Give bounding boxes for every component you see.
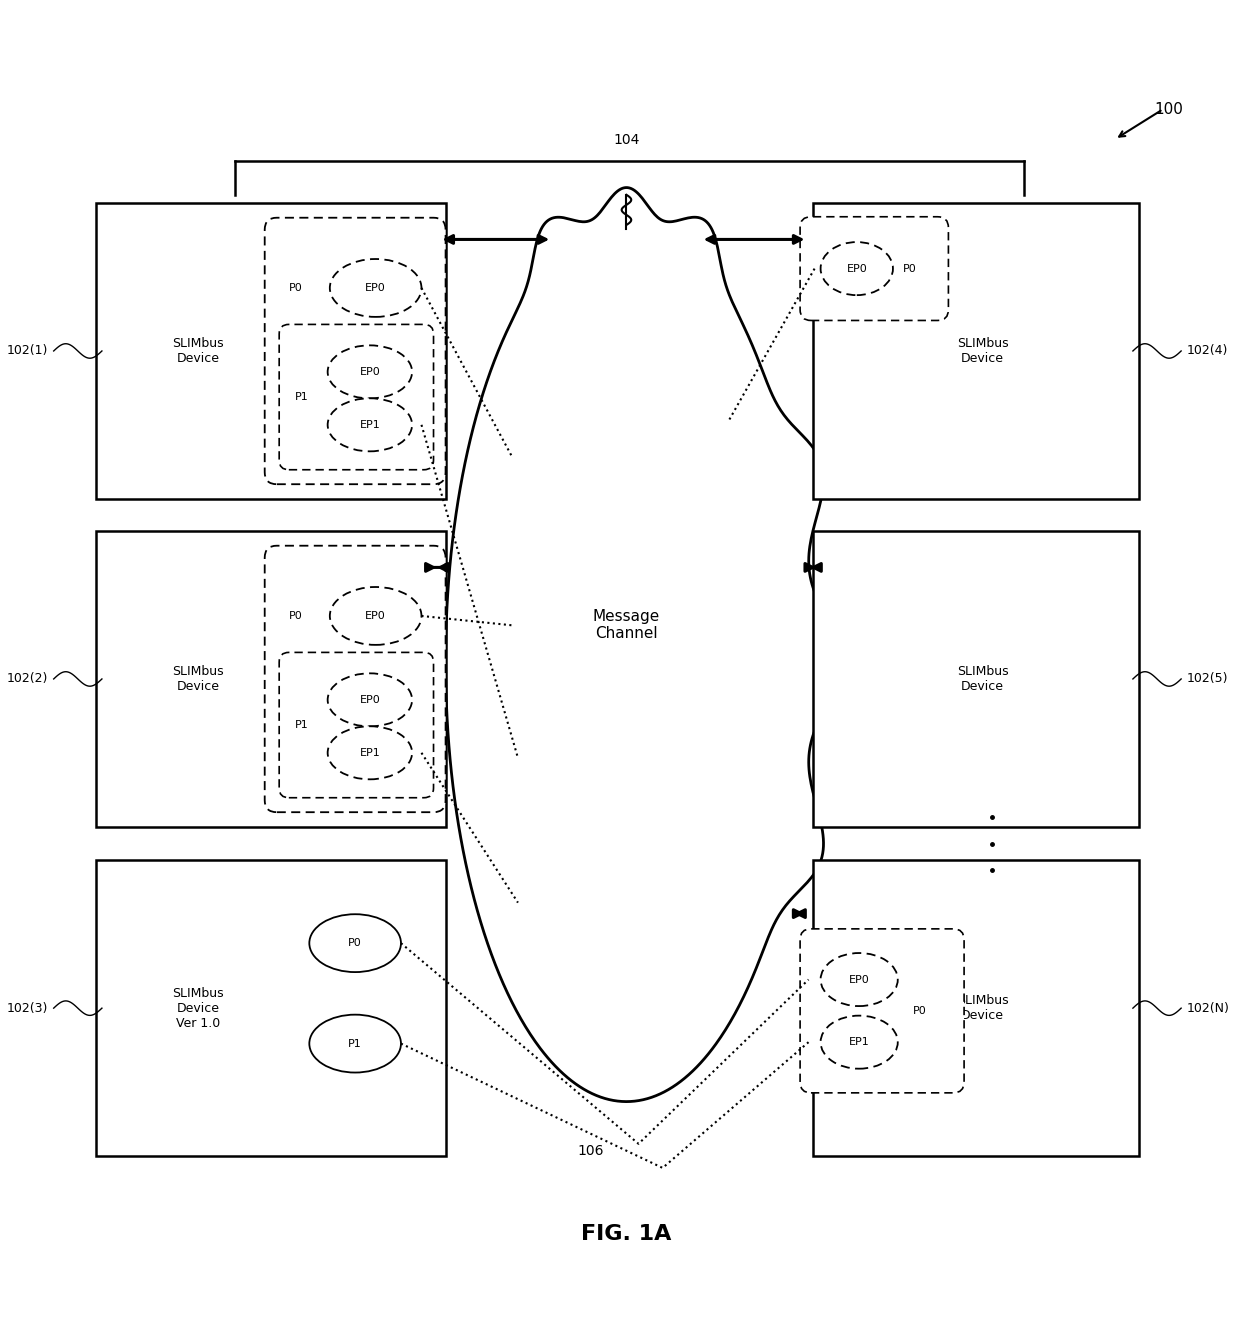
FancyBboxPatch shape <box>800 216 949 320</box>
Text: P0: P0 <box>348 939 362 948</box>
FancyBboxPatch shape <box>279 324 434 470</box>
Ellipse shape <box>821 242 893 295</box>
Text: SLIMbus
Device: SLIMbus Device <box>957 665 1008 693</box>
Text: 104: 104 <box>614 132 640 147</box>
FancyBboxPatch shape <box>813 203 1138 499</box>
FancyBboxPatch shape <box>95 531 445 826</box>
Text: P0: P0 <box>289 283 303 292</box>
Text: SLIMbus
Device: SLIMbus Device <box>172 336 224 364</box>
Text: 106: 106 <box>577 1144 604 1157</box>
Text: P1: P1 <box>295 720 309 730</box>
Text: P0: P0 <box>289 611 303 621</box>
Text: SLIMbus
Device
Ver 1.0: SLIMbus Device Ver 1.0 <box>172 987 224 1029</box>
FancyBboxPatch shape <box>813 531 1138 826</box>
FancyBboxPatch shape <box>264 218 445 485</box>
Ellipse shape <box>330 259 422 316</box>
FancyBboxPatch shape <box>264 546 445 812</box>
Polygon shape <box>445 187 841 1101</box>
Ellipse shape <box>327 398 412 451</box>
Text: P0: P0 <box>913 1005 926 1016</box>
Text: 102(5): 102(5) <box>1187 673 1229 685</box>
Ellipse shape <box>821 953 898 1007</box>
Text: EP1: EP1 <box>360 419 381 430</box>
Ellipse shape <box>330 587 422 645</box>
Text: 102(1): 102(1) <box>6 344 47 358</box>
FancyBboxPatch shape <box>95 861 445 1156</box>
Text: EP0: EP0 <box>360 367 381 376</box>
Text: EP0: EP0 <box>849 975 869 984</box>
Ellipse shape <box>327 673 412 726</box>
Text: 102(3): 102(3) <box>6 1001 47 1015</box>
Ellipse shape <box>309 914 401 972</box>
Text: SLIMbus
Device: SLIMbus Device <box>172 665 224 693</box>
Text: 100: 100 <box>1154 101 1183 116</box>
Text: P0: P0 <box>903 263 916 274</box>
FancyBboxPatch shape <box>800 929 963 1093</box>
Text: EP1: EP1 <box>360 748 381 758</box>
Ellipse shape <box>821 1016 898 1069</box>
Text: SLIMbus
Device: SLIMbus Device <box>957 336 1008 364</box>
Ellipse shape <box>327 346 412 398</box>
Text: 102(2): 102(2) <box>6 673 47 685</box>
Text: 102(N): 102(N) <box>1187 1001 1230 1015</box>
Text: EP0: EP0 <box>366 283 386 292</box>
Ellipse shape <box>309 1015 401 1072</box>
Text: EP1: EP1 <box>849 1037 869 1047</box>
FancyBboxPatch shape <box>95 203 445 499</box>
FancyBboxPatch shape <box>813 861 1138 1156</box>
Text: P1: P1 <box>295 392 309 402</box>
Text: EP0: EP0 <box>366 611 386 621</box>
FancyBboxPatch shape <box>279 653 434 798</box>
Text: EP0: EP0 <box>847 263 867 274</box>
Text: Message
Channel: Message Channel <box>593 609 660 642</box>
Text: 102(4): 102(4) <box>1187 344 1229 358</box>
Text: FIG. 1A: FIG. 1A <box>582 1224 672 1244</box>
Ellipse shape <box>327 726 412 780</box>
Text: P1: P1 <box>348 1039 362 1048</box>
Text: SLIMbus
Device: SLIMbus Device <box>957 995 1008 1023</box>
Text: EP0: EP0 <box>360 694 381 705</box>
